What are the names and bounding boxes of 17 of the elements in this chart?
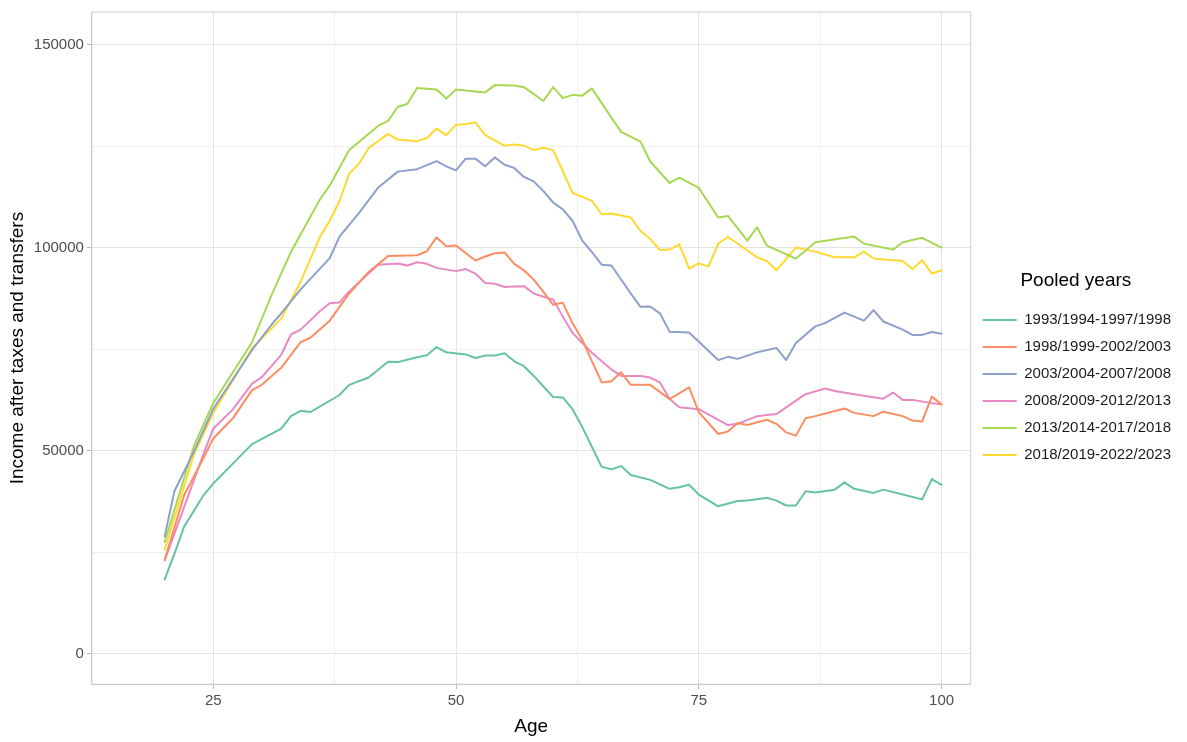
y-tick-label: 50000 bbox=[42, 440, 84, 458]
x-tick-label: 75 bbox=[690, 691, 708, 709]
x-tick-label: 100 bbox=[929, 691, 955, 709]
y-axis-title: Income after taxes and transfers bbox=[5, 211, 27, 485]
legend-label: 1998/1999-2002/2003 bbox=[1024, 337, 1172, 355]
legend-label: 2008/2009-2012/2013 bbox=[1024, 391, 1172, 409]
legend-label: 2013/2014-2017/2018 bbox=[1024, 418, 1172, 436]
y-tick-label: 0 bbox=[75, 643, 84, 661]
y-tick-label: 150000 bbox=[33, 34, 84, 52]
x-tick-label: 50 bbox=[447, 691, 465, 709]
x-axis-title: Age bbox=[514, 714, 549, 736]
y-tick-label: 100000 bbox=[33, 237, 84, 255]
legend-label: 1993/1994-1997/1998 bbox=[1024, 310, 1172, 328]
legend-label: 2003/2004-2007/2008 bbox=[1024, 364, 1172, 382]
x-tick-label: 25 bbox=[204, 691, 222, 709]
legend-title: Pooled years bbox=[1020, 269, 1132, 291]
legend-label: 2018/2019-2022/2023 bbox=[1024, 445, 1172, 463]
